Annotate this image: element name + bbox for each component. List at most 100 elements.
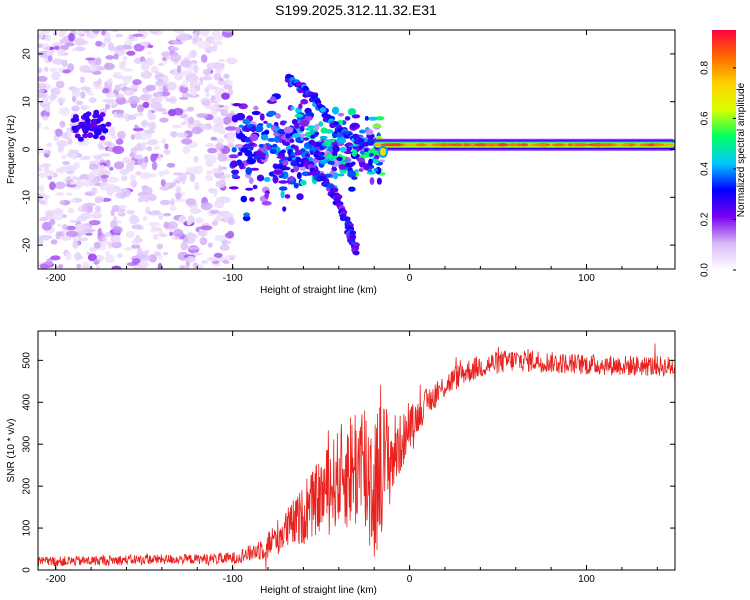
heatmap-blob — [47, 54, 53, 62]
heatmap-blob — [344, 116, 351, 121]
heatmap-blob — [91, 119, 98, 125]
heatmap-blob — [174, 179, 181, 184]
snr-y-tick-label: 0 — [22, 567, 33, 573]
heatmap-blob — [62, 224, 68, 230]
snr-y-tick-label: 200 — [22, 477, 33, 494]
dominant-band-peak — [485, 143, 496, 147]
heatmap-blob — [164, 143, 169, 150]
heatmap-blob — [202, 75, 213, 81]
heatmap-blob — [40, 89, 45, 93]
heatmap-blob — [67, 207, 75, 214]
heatmap-blob — [139, 56, 146, 62]
heatmap-y-tick-label: -20 — [22, 237, 33, 252]
heatmap-blob — [240, 195, 248, 203]
heatmap-blob — [58, 264, 64, 269]
heatmap-blob — [139, 94, 150, 101]
colorbar-tick-label: 0.0 — [700, 263, 711, 277]
heatmap-blob — [216, 138, 225, 144]
heatmap-blob — [111, 93, 116, 98]
heatmap-blob — [324, 173, 333, 178]
heatmap-blob — [53, 45, 60, 51]
heatmap-blob — [245, 187, 254, 191]
heatmap-blob — [199, 30, 210, 37]
heatmap-blob — [212, 220, 218, 226]
snr-x-tick-label: 100 — [578, 574, 595, 585]
heatmap-blob — [81, 125, 88, 131]
heatmap-blob — [97, 227, 103, 237]
heatmap-blob — [98, 241, 110, 246]
heatmap-blob — [348, 186, 356, 192]
heatmap-blob — [266, 122, 272, 128]
heatmap-blob — [107, 176, 120, 183]
heatmap-blob — [336, 137, 347, 144]
heatmap-branch-point — [319, 107, 327, 113]
heatmap-blob — [38, 75, 48, 82]
dominant-band-peak — [537, 143, 547, 147]
heatmap-blob — [57, 144, 64, 153]
heatmap-blob — [214, 234, 227, 242]
heatmap-blob — [44, 210, 55, 217]
heatmap-blob — [80, 91, 86, 99]
heatmap-blob — [275, 113, 281, 119]
heatmap-blob — [88, 31, 95, 40]
heatmap-blob — [140, 121, 150, 126]
heatmap-blob — [93, 156, 103, 160]
heatmap-blob — [196, 36, 202, 43]
dominant-band-peak — [415, 143, 427, 147]
heatmap-blob — [179, 265, 185, 269]
heatmap-blob — [193, 155, 199, 163]
heatmap-blob — [235, 126, 241, 134]
heatmap-blob — [92, 80, 102, 87]
heatmap-blob — [332, 155, 338, 160]
heatmap-blob — [71, 105, 80, 112]
heatmap-blob — [186, 79, 193, 83]
heatmap-blob — [95, 264, 100, 269]
heatmap-blob — [307, 125, 316, 129]
heatmap-blob — [43, 126, 50, 130]
heatmap-blob — [105, 121, 112, 127]
heatmap-blob — [95, 128, 102, 134]
heatmap-blob — [189, 173, 196, 183]
heatmap-blob — [61, 154, 67, 160]
heatmap-blob — [140, 41, 149, 47]
heatmap-blob — [186, 220, 192, 226]
heatmap-blob — [163, 169, 170, 175]
heatmap-blob — [238, 162, 245, 170]
heatmap-blob — [179, 113, 188, 119]
heatmap-blob — [283, 126, 294, 134]
heatmap-hotspot — [369, 152, 374, 157]
heatmap-blob — [217, 80, 227, 86]
heatmap-blob — [212, 116, 224, 126]
heatmap-blob — [336, 156, 343, 161]
heatmap-blob — [61, 59, 68, 67]
heatmap-blob — [125, 159, 136, 165]
heatmap-blob — [75, 100, 84, 106]
heatmap-branch-point — [344, 216, 351, 222]
dominant-band-peak — [449, 143, 463, 147]
heatmap-blob — [145, 206, 151, 213]
heatmap-blob — [358, 168, 364, 172]
heatmap-blob — [147, 51, 152, 55]
heatmap-blob — [122, 56, 128, 61]
heatmap-blob — [165, 98, 175, 102]
heatmap-hotspot — [327, 160, 333, 165]
heatmap-blob — [296, 172, 302, 180]
heatmap-blob — [89, 66, 98, 71]
heatmap-blob — [272, 175, 279, 184]
heatmap-blob — [86, 92, 95, 96]
heatmap-blob — [226, 230, 235, 239]
heatmap-hotspot — [313, 153, 319, 158]
heatmap-blob — [109, 166, 114, 171]
heatmap-blob — [267, 110, 277, 116]
snr-frame — [37, 330, 676, 571]
heatmap-blob — [94, 261, 99, 265]
heatmap-blob — [104, 141, 113, 147]
heatmap-blob — [267, 137, 276, 142]
heatmap-blob — [112, 104, 117, 109]
heatmap-blob — [212, 41, 223, 46]
dominant-band-peak — [646, 143, 655, 147]
heatmap-blob — [305, 127, 315, 131]
heatmap-blob — [116, 253, 123, 258]
heatmap-hotspot — [258, 143, 264, 148]
heatmap-blob — [132, 33, 144, 37]
